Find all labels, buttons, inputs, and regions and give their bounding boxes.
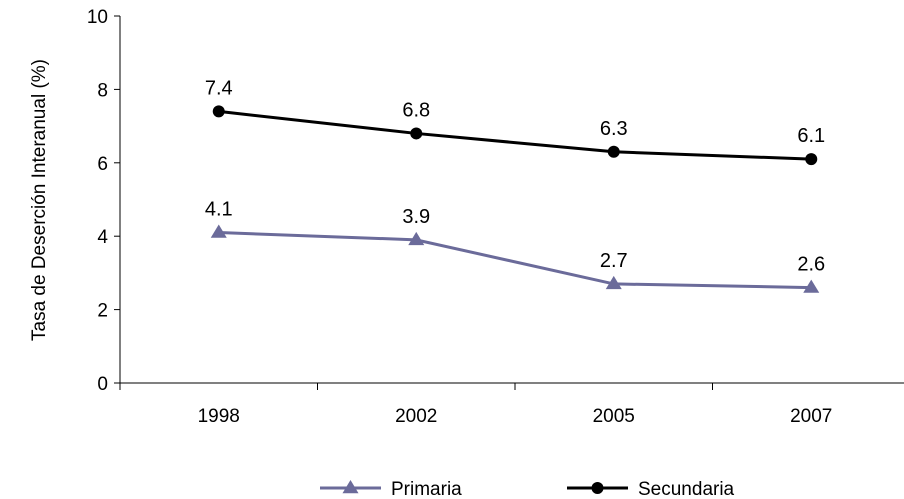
series-line-primaria	[218, 231, 812, 290]
data-point-secundaria	[607, 145, 620, 158]
x-tick-label: 2005	[593, 406, 635, 427]
data-label-primaria: 4.1	[205, 199, 233, 221]
data-label-secundaria: 7.4	[205, 77, 233, 99]
data-point-primaria	[803, 279, 820, 293]
data-label-primaria: 2.7	[600, 250, 628, 272]
data-point-secundaria	[805, 153, 818, 166]
y-tick-label: 6	[97, 154, 108, 175]
series-primaria	[210, 224, 820, 293]
data-point-secundaria	[212, 105, 225, 118]
y-axis-title: Tasa de Deserción Interanual (%)	[29, 59, 50, 341]
axes	[119, 16, 904, 384]
legend: Primaria Secundaria	[320, 479, 735, 499]
x-tick-label: 2002	[395, 406, 437, 427]
series-layer	[210, 105, 820, 293]
data-point-primaria	[210, 224, 227, 238]
legend-marker-primaria	[342, 480, 359, 494]
series-line-secundaria	[218, 109, 812, 161]
legend-item-secundaria: Secundaria	[567, 479, 735, 499]
y-tick-label: 4	[97, 227, 108, 248]
legend-marker-secundaria	[591, 482, 604, 494]
data-label-secundaria: 6.1	[797, 125, 825, 147]
legend-item-primaria: Primaria	[320, 479, 462, 499]
data-point-secundaria	[410, 127, 423, 140]
y-tick-label: 2	[97, 301, 108, 322]
x-tick-label: 1998	[198, 406, 240, 427]
y-tick-label: 10	[87, 7, 108, 28]
y-tick-label: 0	[97, 374, 108, 395]
x-axis-ticks: 1998 2002 2005 2007	[119, 383, 832, 427]
series-secundaria	[212, 105, 818, 166]
data-label-secundaria: 6.3	[600, 118, 628, 140]
y-tick-label: 8	[97, 80, 108, 101]
data-label-primaria: 2.6	[797, 254, 825, 276]
data-point-primaria	[605, 275, 622, 290]
legend-label-primaria: Primaria	[391, 479, 462, 499]
data-label-primaria: 3.9	[402, 206, 430, 228]
y-axis-ticks: 0 2 4 6 8 10	[87, 7, 120, 395]
data-point-primaria	[408, 231, 425, 246]
legend-label-secundaria: Secundaria	[638, 479, 735, 499]
data-label-secundaria: 6.8	[402, 99, 430, 121]
data-labels: 4.1 3.9 2.7 2.6 7.4 6.8 6.3 6.1	[205, 77, 825, 275]
x-tick-label: 2007	[790, 406, 832, 427]
